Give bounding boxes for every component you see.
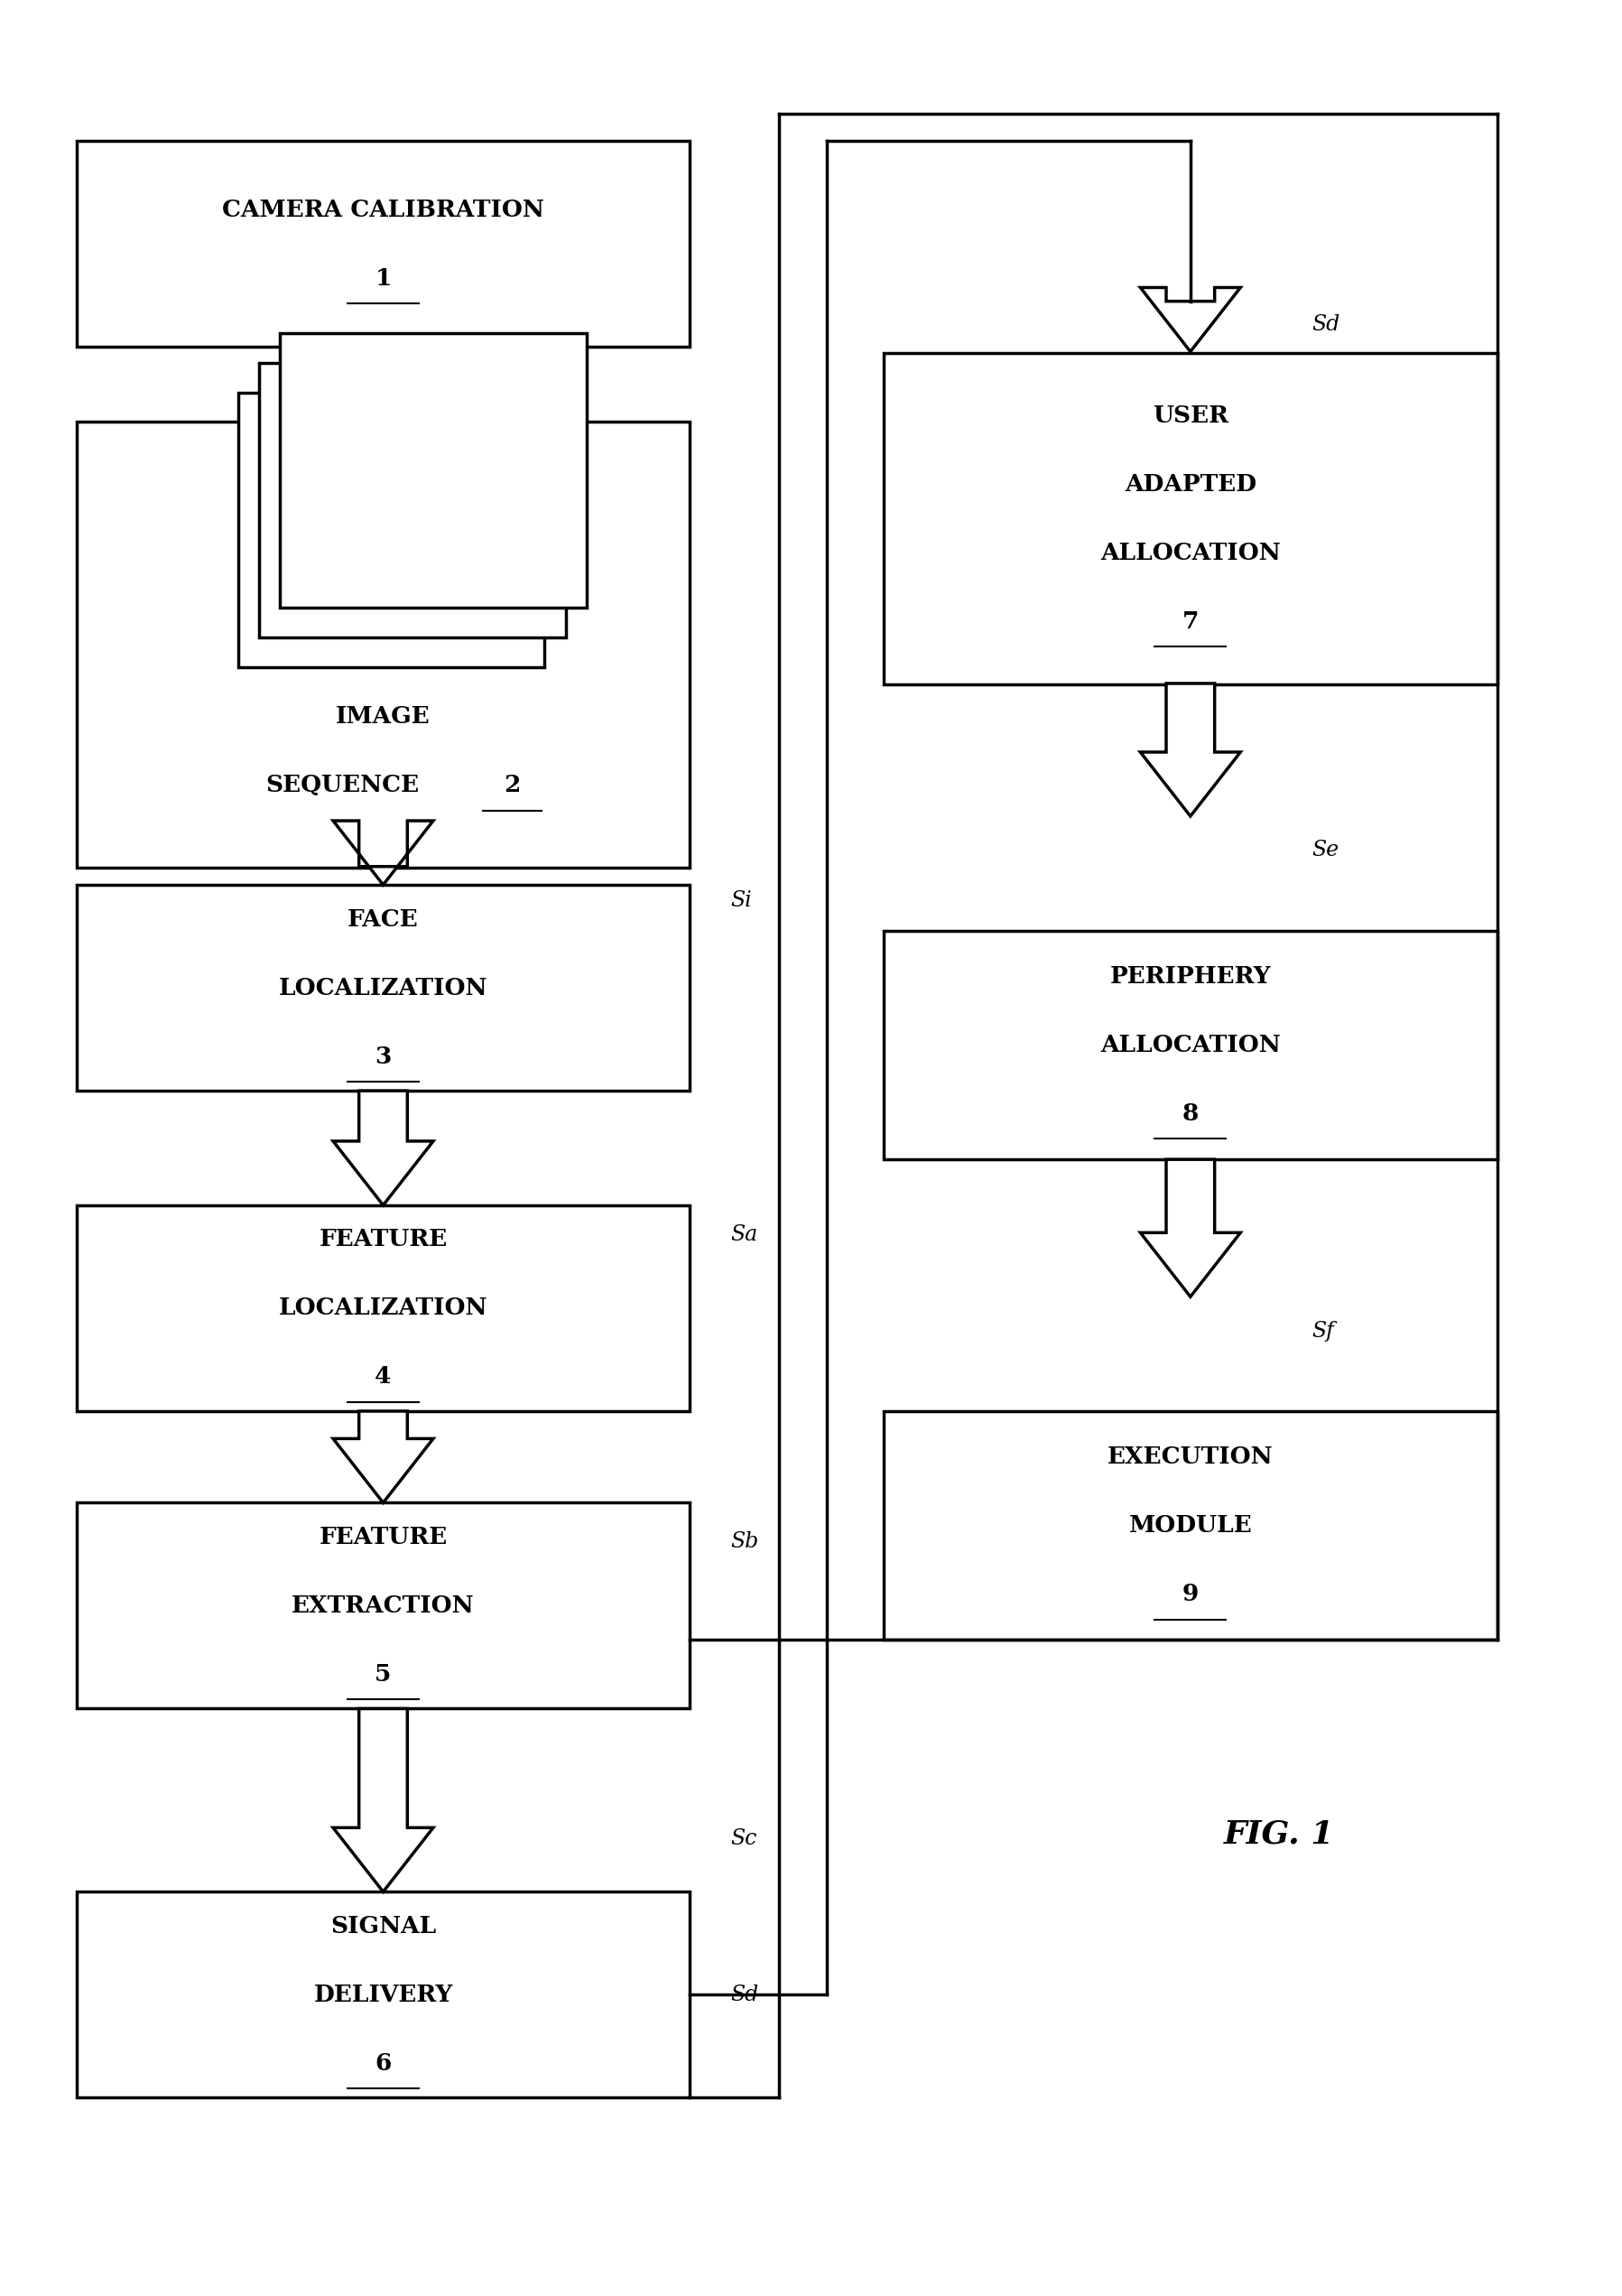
Polygon shape	[1140, 1159, 1241, 1297]
Text: 9: 9	[1182, 1582, 1199, 1605]
Text: CAMERA CALIBRATION: CAMERA CALIBRATION	[222, 197, 545, 220]
Text: Sc: Sc	[730, 1828, 757, 1851]
Text: ALLOCATION: ALLOCATION	[1100, 542, 1280, 565]
Bar	[76, 1205, 689, 1412]
Text: Sf: Sf	[1312, 1320, 1333, 1341]
Polygon shape	[1140, 684, 1241, 815]
Text: MODULE: MODULE	[1129, 1515, 1252, 1536]
Text: Sa: Sa	[730, 1224, 757, 1244]
Text: 6: 6	[375, 2053, 391, 2076]
Text: LOCALIZATION: LOCALIZATION	[279, 1297, 488, 1320]
Polygon shape	[1140, 287, 1241, 351]
Text: SIGNAL: SIGNAL	[331, 1915, 436, 1938]
Text: USER: USER	[1153, 404, 1228, 427]
Text: 5: 5	[375, 1662, 391, 1685]
Text: Se: Se	[1312, 840, 1338, 861]
Polygon shape	[333, 1412, 433, 1502]
Text: PERIPHERY: PERIPHERY	[1109, 964, 1272, 987]
Text: Sb: Sb	[730, 1531, 759, 1552]
Text: EXTRACTION: EXTRACTION	[292, 1593, 475, 1616]
Bar	[76, 1892, 689, 2099]
Text: FEATURE: FEATURE	[320, 1228, 448, 1251]
Text: SEQUENCE: SEQUENCE	[266, 774, 420, 797]
Polygon shape	[333, 820, 433, 884]
Text: Sd: Sd	[730, 1984, 759, 2004]
Bar	[238, 393, 545, 668]
Bar	[76, 422, 689, 868]
Text: 1: 1	[375, 266, 391, 289]
Bar	[76, 884, 689, 1091]
Text: FACE: FACE	[347, 907, 418, 930]
Polygon shape	[333, 347, 433, 420]
Bar	[884, 1412, 1497, 1639]
Bar	[884, 930, 1497, 1159]
Text: 3: 3	[375, 1045, 391, 1068]
Bar	[260, 363, 566, 638]
Bar	[76, 1502, 689, 1708]
Text: 8: 8	[1182, 1102, 1199, 1125]
Text: FEATURE: FEATURE	[320, 1527, 448, 1548]
Text: DELIVERY: DELIVERY	[313, 1984, 453, 2007]
Text: Si: Si	[730, 891, 751, 912]
Bar	[76, 140, 689, 347]
Bar	[281, 333, 587, 608]
Polygon shape	[333, 1091, 433, 1205]
Text: Sd: Sd	[1312, 315, 1340, 335]
Bar	[884, 354, 1497, 684]
Text: 4: 4	[375, 1366, 391, 1389]
Text: 2: 2	[504, 774, 521, 797]
Text: ADAPTED: ADAPTED	[1124, 473, 1257, 496]
Text: 7: 7	[1182, 611, 1199, 634]
Text: IMAGE: IMAGE	[336, 705, 430, 728]
Text: LOCALIZATION: LOCALIZATION	[279, 976, 488, 999]
Polygon shape	[333, 1708, 433, 1892]
Text: FIG. 1: FIG. 1	[1225, 1818, 1335, 1851]
Text: ALLOCATION: ALLOCATION	[1100, 1033, 1280, 1056]
Text: EXECUTION: EXECUTION	[1108, 1446, 1273, 1467]
